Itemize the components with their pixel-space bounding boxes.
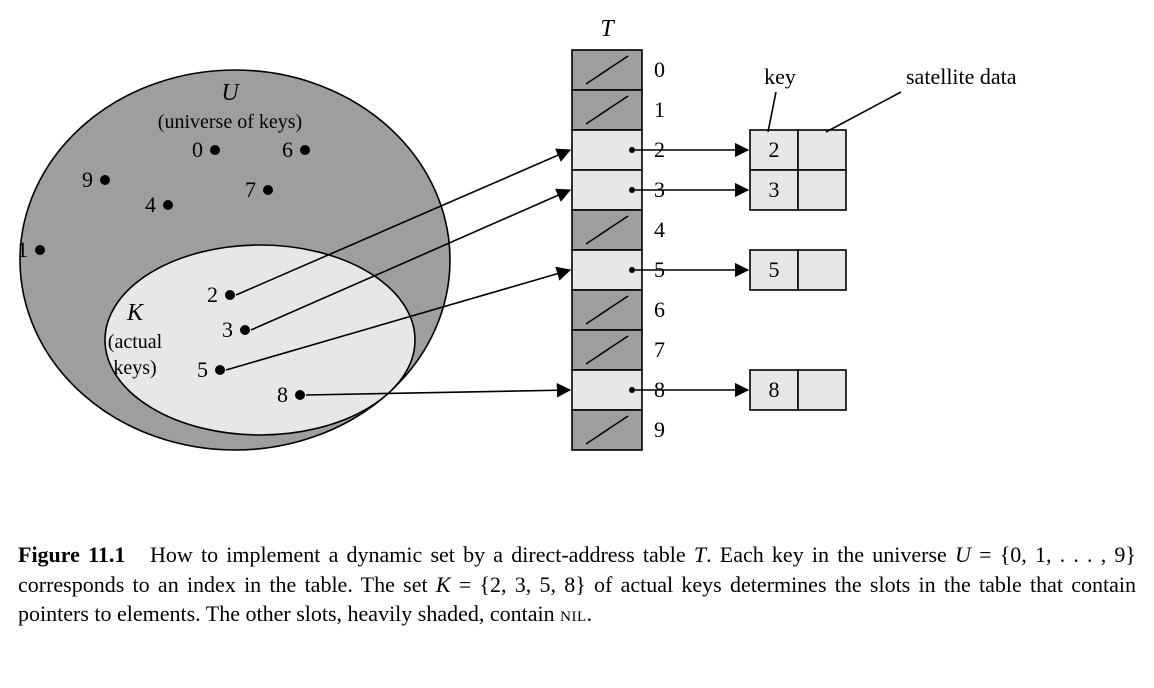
universe-dot bbox=[100, 175, 110, 185]
pointer-dot bbox=[629, 267, 635, 273]
actual-key-dot bbox=[215, 365, 225, 375]
actual-key-dot-label: 3 bbox=[222, 317, 233, 342]
record-key-value: 5 bbox=[769, 257, 780, 282]
universe-dot-label: 7 bbox=[245, 177, 256, 202]
actual-key-dot-label: 8 bbox=[277, 382, 288, 407]
record-satellite-cell bbox=[798, 370, 846, 410]
universe-dot bbox=[163, 200, 173, 210]
callout-line bbox=[768, 92, 776, 132]
record-key-value: 3 bbox=[769, 177, 780, 202]
pointer-dot bbox=[629, 147, 635, 153]
universe-dot bbox=[300, 145, 310, 155]
universe-dot-label: 9 bbox=[82, 167, 93, 192]
slot-index-label: 9 bbox=[654, 417, 665, 442]
label-K: K bbox=[126, 300, 145, 326]
direct-address-diagram: U (universe of keys) K (actual keys) 0 1 4 6 7 9 T 0… bbox=[0, 0, 1154, 520]
record-satellite-cell bbox=[798, 250, 846, 290]
record-satellite-cell bbox=[798, 170, 846, 210]
pointer-dot bbox=[629, 187, 635, 193]
actual-key-dot bbox=[225, 290, 235, 300]
label-T: T bbox=[600, 16, 615, 42]
slot-index-label: 1 bbox=[654, 97, 665, 122]
label-K-sub1: (actual bbox=[108, 331, 163, 353]
actual-key-dot bbox=[295, 390, 305, 400]
record-satellite-cell bbox=[798, 130, 846, 170]
actual-key-dot-label: 2 bbox=[207, 282, 218, 307]
universe-dot bbox=[263, 185, 273, 195]
figure-caption: Figure 11.1 How to implement a dynamic s… bbox=[18, 540, 1136, 629]
figure-label: Figure 11.1 bbox=[18, 542, 125, 567]
actual-key-dot bbox=[240, 325, 250, 335]
universe-dot bbox=[210, 145, 220, 155]
slot-index-label: 4 bbox=[654, 217, 665, 242]
pointer-dot bbox=[629, 387, 635, 393]
label-K-sub2: keys) bbox=[113, 357, 156, 379]
slot-index-label: 7 bbox=[654, 337, 665, 362]
slot-index-label: 6 bbox=[654, 297, 665, 322]
callout-line bbox=[826, 92, 901, 132]
universe-dot-label: 1 bbox=[17, 237, 28, 262]
label-U: U bbox=[221, 80, 240, 106]
label-satellite: satellite data bbox=[906, 64, 1017, 89]
record-key-value: 2 bbox=[769, 137, 780, 162]
universe-dot-label: 6 bbox=[282, 137, 293, 162]
universe-dot-label: 4 bbox=[145, 192, 156, 217]
label-U-sub: (universe of keys) bbox=[158, 111, 302, 133]
label-key: key bbox=[764, 64, 796, 89]
universe-dot-label: 0 bbox=[192, 137, 203, 162]
record-key-value: 8 bbox=[769, 377, 780, 402]
slot-index-label: 0 bbox=[654, 57, 665, 82]
actual-key-dot-label: 5 bbox=[197, 357, 208, 382]
universe-dot bbox=[35, 245, 45, 255]
